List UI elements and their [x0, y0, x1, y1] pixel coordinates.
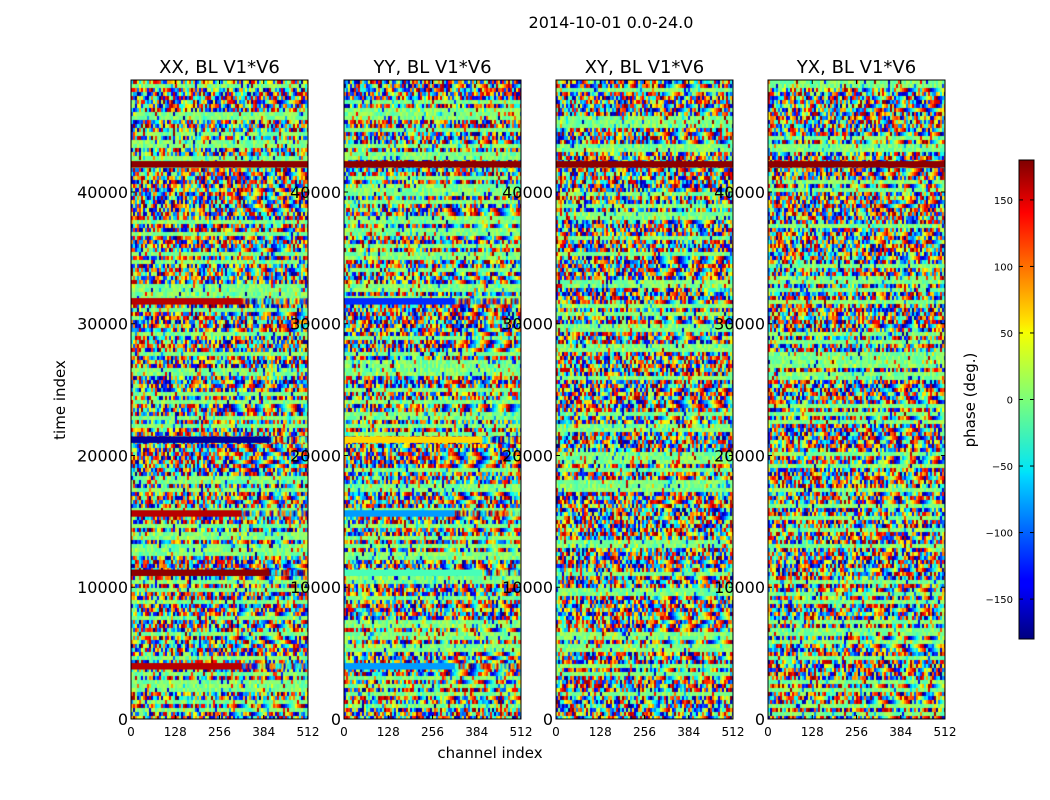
colorbar-tick-label: 100: [994, 262, 1013, 273]
y-tick-label: 40000: [77, 183, 128, 202]
phase-band-panel-1-2: [131, 298, 242, 305]
phase-band-panel-1-6: [131, 663, 242, 670]
y-tick-label: 10000: [714, 578, 765, 597]
x-tick-label: 256: [421, 725, 444, 739]
colorbar-label: phase (deg.): [961, 353, 979, 448]
y-tick-label: 30000: [714, 315, 765, 334]
colorbar-ticks: −150 −100 −50 0 50 100 150: [986, 196, 1034, 606]
heatmap-image-panel-1: [131, 80, 308, 719]
y-tick-label: 10000: [290, 578, 341, 597]
x-tick-label: 128: [377, 725, 400, 739]
y-tick-label: 0: [543, 710, 553, 729]
y-tick-label: 20000: [502, 446, 553, 465]
phase-band-panel-1-5: [131, 569, 270, 576]
colorbar-tick-label: 50: [1000, 329, 1013, 340]
panels-group: XX, BL V1*V6 0 128 256 384 512 0 10000 20000 3000…: [77, 57, 956, 739]
x-tick-label: 256: [633, 725, 656, 739]
y-tick-label: 30000: [290, 315, 341, 334]
phase-band-panel-2-5: [344, 569, 483, 576]
y-tick-label: 0: [118, 710, 128, 729]
phase-band-panel-2-3: [344, 436, 483, 443]
y-tick-label: 20000: [714, 446, 765, 465]
x-tick-label: 384: [889, 725, 912, 739]
x-tick-label: 0: [340, 725, 348, 739]
phase-band-panel-1-3: [131, 436, 270, 443]
heatmap-image-panel-4: [768, 80, 945, 719]
phase-band-panel-3-1: [556, 161, 733, 168]
x-axis-label: channel index: [437, 744, 542, 762]
y-tick-label: 0: [331, 710, 341, 729]
phase-band-panel-2-6: [344, 663, 455, 670]
y-tick-label: 30000: [502, 315, 553, 334]
x-tick-label: 0: [552, 725, 560, 739]
y-tick-label: 40000: [502, 183, 553, 202]
colorbar-tick-label: −50: [992, 462, 1013, 473]
panel-title-2: YY, BL V1*V6: [372, 57, 491, 78]
x-tick-label: 384: [252, 725, 275, 739]
colorbar-tick-label: −150: [986, 595, 1013, 606]
panel-title-4: YX, BL V1*V6: [796, 57, 916, 78]
x-tick-label: 512: [722, 725, 745, 739]
y-tick-label: 30000: [77, 315, 128, 334]
phase-band-panel-1-1: [131, 161, 308, 168]
x-tick-label: 512: [934, 725, 957, 739]
y-tick-label: 20000: [77, 446, 128, 465]
x-tick-label: 0: [764, 725, 772, 739]
x-tick-label: 128: [801, 725, 824, 739]
y-tick-label: 40000: [714, 183, 765, 202]
y-tick-label: 10000: [77, 578, 128, 597]
colorbar-tick-label: 150: [994, 196, 1013, 207]
x-tick-label: 0: [127, 725, 135, 739]
y-tick-label: 0: [755, 710, 765, 729]
y-tick-label: 20000: [290, 446, 341, 465]
y-tick-label: 10000: [502, 578, 553, 597]
x-tick-label: 384: [465, 725, 488, 739]
phase-band-panel-1-4: [131, 510, 242, 517]
x-tick-label: 256: [845, 725, 868, 739]
y-axis-label: time index: [51, 360, 69, 440]
x-tick-label: 512: [510, 725, 533, 739]
x-tick-label: 128: [589, 725, 612, 739]
phase-band-panel-2-4: [344, 510, 455, 517]
colorbar-tick-label: 0: [1007, 396, 1013, 407]
panel-title-3: XY, BL V1*V6: [585, 57, 704, 78]
colorbar: −150 −100 −50 0 50 100 150 phase (deg.): [961, 159, 1035, 640]
x-tick-label: 128: [164, 725, 187, 739]
x-tick-label: 512: [297, 725, 320, 739]
phase-band-panel-2-1: [344, 161, 521, 168]
phase-band-panel-4-1: [768, 161, 945, 168]
x-tick-label: 384: [677, 725, 700, 739]
heatmap-image-panel-3: [556, 80, 733, 719]
phase-band-panel-2-2: [344, 298, 455, 305]
figure-title: 2014-10-01 0.0-24.0: [529, 13, 694, 32]
panel-title-1: XX, BL V1*V6: [159, 57, 280, 78]
y-tick-label: 40000: [290, 183, 341, 202]
colorbar-tick-label: −100: [986, 529, 1013, 540]
heatmap-image-panel-2: [344, 80, 521, 719]
x-tick-label: 256: [208, 725, 231, 739]
